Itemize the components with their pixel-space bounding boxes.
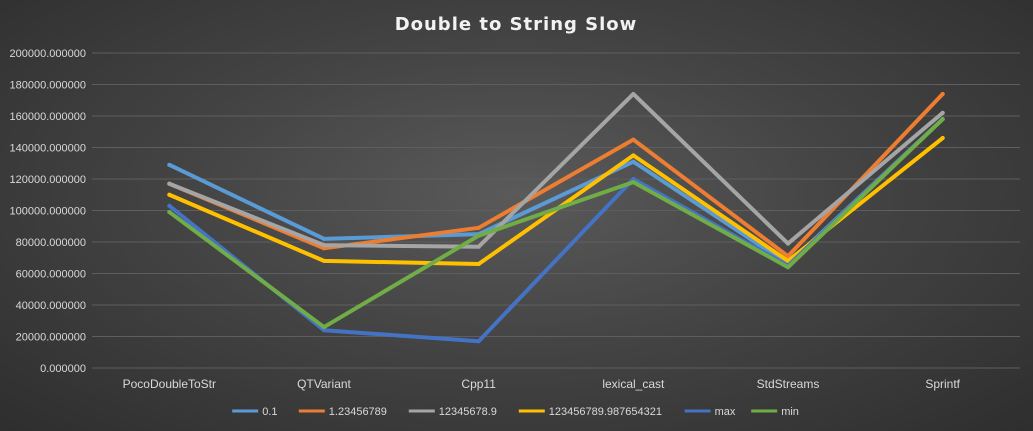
- y-tick-label: 120000.000000: [10, 174, 86, 186]
- series-line: [167, 136, 945, 267]
- y-tick-label: 80000.000000: [16, 237, 86, 249]
- legend-item: max: [684, 406, 736, 418]
- y-tick-label: 200000.000000: [10, 48, 86, 60]
- series-3: [167, 136, 945, 267]
- data-point: [322, 246, 326, 251]
- legend-label: 1.23456789: [329, 406, 387, 418]
- x-tick-label: Cpp11: [461, 377, 496, 391]
- legend-item: 1.23456789: [298, 406, 387, 418]
- legend: 0.1 1.23456789 12345678.9 123456789.9876543…: [232, 406, 799, 418]
- data-point: [322, 258, 326, 263]
- data-point: [631, 137, 636, 142]
- y-tick-label: 180000.000000: [10, 80, 86, 92]
- y-tick-label: 40000.000000: [16, 300, 86, 312]
- legend-item: 0.1: [232, 406, 277, 418]
- legend-label: 123456789.987654321: [549, 406, 662, 418]
- data-point: [167, 162, 172, 167]
- series-5: [167, 117, 945, 330]
- data-point: [476, 225, 481, 230]
- legend-label: 0.1: [262, 406, 277, 418]
- data-point: [167, 181, 172, 186]
- data-point: [167, 210, 172, 215]
- data-point: [476, 262, 481, 267]
- series-1: [167, 91, 945, 259]
- legend-item: 123456789.987654321: [518, 406, 662, 418]
- data-point: [167, 203, 172, 208]
- data-point: [322, 325, 326, 330]
- data-point: [631, 91, 636, 96]
- data-point: [631, 180, 636, 185]
- data-point: [631, 177, 636, 181]
- series-line: [167, 117, 945, 330]
- y-tick-label: 140000.000000: [10, 143, 86, 155]
- y-tick-label: 20000.000000: [16, 332, 86, 344]
- data-point: [940, 136, 945, 141]
- data-point: [631, 159, 636, 164]
- y-tick-label: 160000.000000: [10, 111, 86, 123]
- x-tick-label: lexical_cast: [602, 377, 665, 391]
- series-line: [167, 91, 945, 249]
- data-point: [940, 117, 945, 122]
- data-point: [476, 339, 481, 344]
- y-axis-tick-labels: 0.000000 20000.000000 40000.000000 60000.00…: [10, 48, 86, 375]
- data-point: [786, 258, 790, 263]
- data-point: [322, 243, 326, 248]
- data-point: [476, 233, 481, 238]
- y-tick-label: 100000.000000: [10, 206, 86, 218]
- x-tick-label: PocoDoubleToStr: [123, 377, 216, 391]
- data-point: [940, 110, 945, 115]
- data-point: [322, 328, 326, 333]
- data-point: [786, 254, 790, 259]
- series-lines: [167, 91, 945, 344]
- y-tick-label: 0.000000: [40, 363, 86, 375]
- data-point: [940, 91, 945, 96]
- series-line: [167, 91, 945, 259]
- x-tick-label: QTVariant: [297, 377, 351, 391]
- legend-label: min: [781, 406, 799, 418]
- legend-label: max: [715, 406, 736, 418]
- data-point: [322, 236, 326, 241]
- x-tick-label: StdStreams: [757, 377, 820, 391]
- data-point: [476, 244, 481, 249]
- legend-label: 12345678.9: [439, 406, 497, 418]
- data-point: [786, 241, 790, 246]
- x-axis-tick-labels: PocoDoubleToStr QTVariant Cpp11 lexical_cas…: [123, 377, 961, 391]
- series-2: [167, 91, 945, 249]
- x-tick-label: Sprintf: [925, 377, 960, 391]
- legend-item: 12345678.9: [408, 406, 497, 418]
- legend-item: min: [751, 406, 799, 418]
- data-point: [167, 192, 172, 197]
- chart-title: Double to String Slow: [395, 14, 638, 35]
- data-point: [631, 153, 636, 158]
- y-tick-label: 60000.000000: [16, 269, 86, 281]
- data-point: [786, 265, 790, 270]
